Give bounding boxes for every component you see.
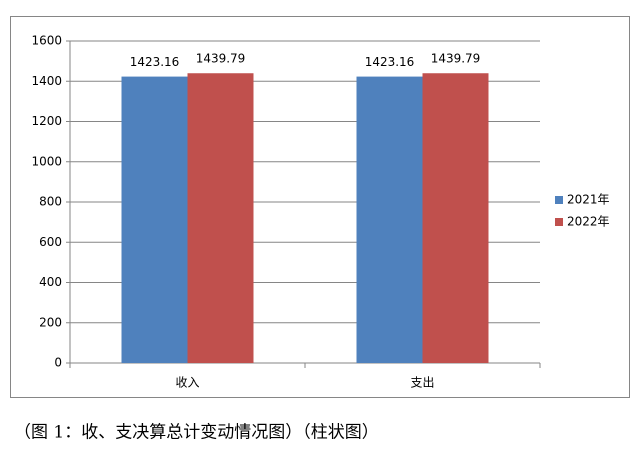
y-tick-label: 800 <box>39 195 62 209</box>
y-tick-label: 600 <box>39 235 62 249</box>
legend-swatch <box>555 218 563 226</box>
value-label: 1439.79 <box>196 52 246 66</box>
legend-swatch <box>555 196 563 204</box>
y-tick-label: 1200 <box>31 114 62 128</box>
value-label: 1423.16 <box>130 55 180 69</box>
bar <box>422 73 489 364</box>
y-tick-label: 1400 <box>31 74 62 88</box>
value-label: 1439.79 <box>431 52 481 66</box>
bar <box>187 73 254 364</box>
caption: （图 1：收、支决算总计变动情况图）（柱状图） <box>14 423 379 443</box>
bar <box>356 76 423 363</box>
x-tick-label: 收入 <box>175 376 199 390</box>
chart-frame <box>10 16 630 398</box>
legend-label: 2022年 <box>567 215 610 229</box>
y-tick-label: 1600 <box>31 34 62 48</box>
y-tick-label: 1000 <box>31 154 62 168</box>
y-tick-label: 200 <box>39 315 62 329</box>
value-label: 1423.16 <box>365 55 415 69</box>
bar <box>121 76 188 363</box>
y-tick-label: 400 <box>39 275 62 289</box>
y-tick-label: 0 <box>54 356 62 370</box>
legend-label: 2021年 <box>567 193 610 207</box>
x-tick-label: 支出 <box>410 376 434 390</box>
